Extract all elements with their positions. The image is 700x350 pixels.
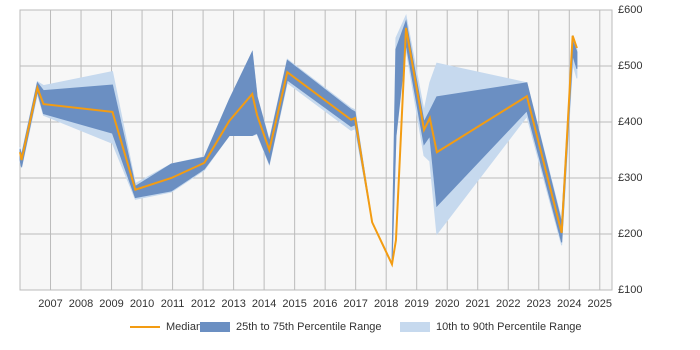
x-tick-label: 2010 [130, 298, 154, 310]
legend-label: Median [166, 321, 202, 333]
x-tick-label: 2020 [435, 298, 459, 310]
x-tick-label: 2019 [404, 298, 428, 310]
legend-swatch [400, 322, 430, 332]
y-tick-label: £500 [618, 60, 642, 72]
x-tick-label: 2009 [99, 298, 123, 310]
x-tick-label: 2011 [161, 298, 185, 310]
x-tick-label: 2014 [252, 298, 276, 310]
legend-label: 10th to 90th Percentile Range [436, 321, 582, 333]
legend-swatch [200, 322, 230, 332]
x-tick-label: 2008 [69, 298, 93, 310]
median-line [19, 27, 578, 268]
y-tick-label: £200 [618, 228, 642, 240]
x-tick-label: 2012 [191, 298, 215, 310]
x-tick-label: 2023 [527, 298, 551, 310]
legend-label: 25th to 75th Percentile Range [236, 321, 382, 333]
y-tick-label: £400 [618, 116, 642, 128]
x-tick-label: 2021 [465, 298, 489, 310]
x-tick-label: 2013 [221, 298, 245, 310]
plot-area [19, 9, 613, 291]
x-tick-label: 2017 [343, 298, 367, 310]
x-tick-label: 2015 [282, 298, 306, 310]
x-tick-label: 2007 [38, 298, 62, 310]
range-band [19, 19, 578, 265]
x-tick-label: 2016 [313, 298, 337, 310]
x-tick-label: 2022 [496, 298, 520, 310]
y-tick-label: £600 [618, 4, 642, 16]
y-tick-label: £100 [618, 284, 642, 296]
y-tick-label: £300 [618, 172, 642, 184]
x-tick-label: 2024 [557, 298, 581, 310]
x-tick-label: 2018 [374, 298, 398, 310]
x-tick-label: 2025 [588, 298, 612, 310]
